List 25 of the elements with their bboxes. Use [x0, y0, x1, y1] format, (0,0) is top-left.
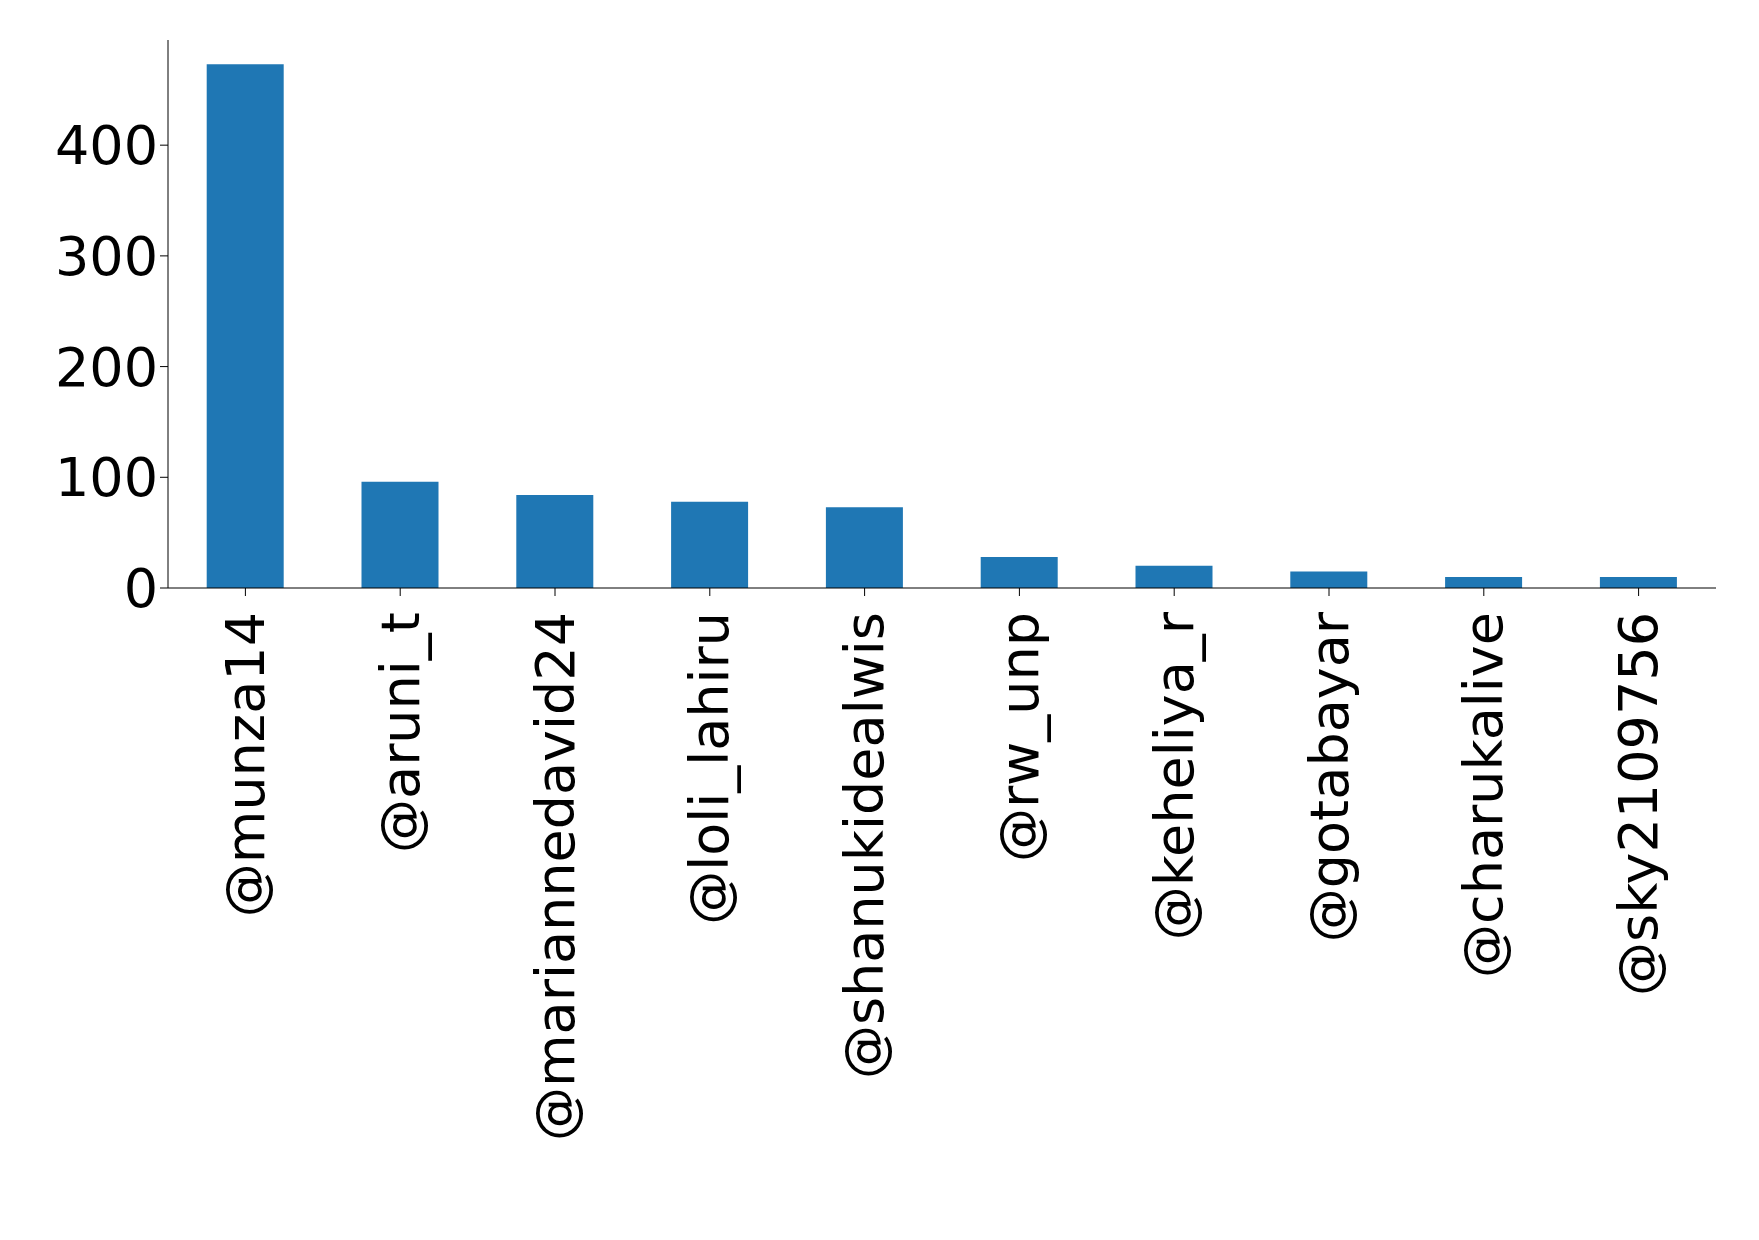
bar — [206, 64, 284, 588]
x-tick-label: @munza14 — [213, 612, 277, 918]
x-tick-label: @gotabayar — [1297, 611, 1361, 943]
x-tick-label: @sky2109756 — [1607, 612, 1671, 996]
y-tick-label: 0 — [123, 557, 158, 621]
x-tick-label: @keheliya_r — [1142, 611, 1206, 941]
bar — [516, 495, 594, 588]
bar — [1445, 576, 1523, 588]
bar — [671, 501, 749, 588]
x-tick-label: @rw_unp — [987, 612, 1051, 863]
y-tick-label: 100 — [54, 446, 158, 510]
bar — [980, 557, 1058, 588]
bar — [1290, 571, 1368, 588]
x-tick-label: @loli_lahiru — [678, 612, 742, 925]
bar — [825, 507, 903, 588]
x-tick-label: @charukalive — [1452, 612, 1516, 979]
bar — [361, 481, 439, 588]
x-tick-label: @aruni_t — [368, 612, 432, 853]
y-tick-label: 400 — [54, 114, 158, 178]
bar — [1599, 576, 1677, 588]
x-tick-label: @shanukidealwis — [833, 612, 897, 1080]
x-tick-label: @mariannedavid24 — [523, 612, 587, 1141]
y-tick-label: 300 — [54, 225, 158, 289]
bar — [1135, 565, 1213, 588]
y-tick-label: 200 — [54, 335, 158, 399]
